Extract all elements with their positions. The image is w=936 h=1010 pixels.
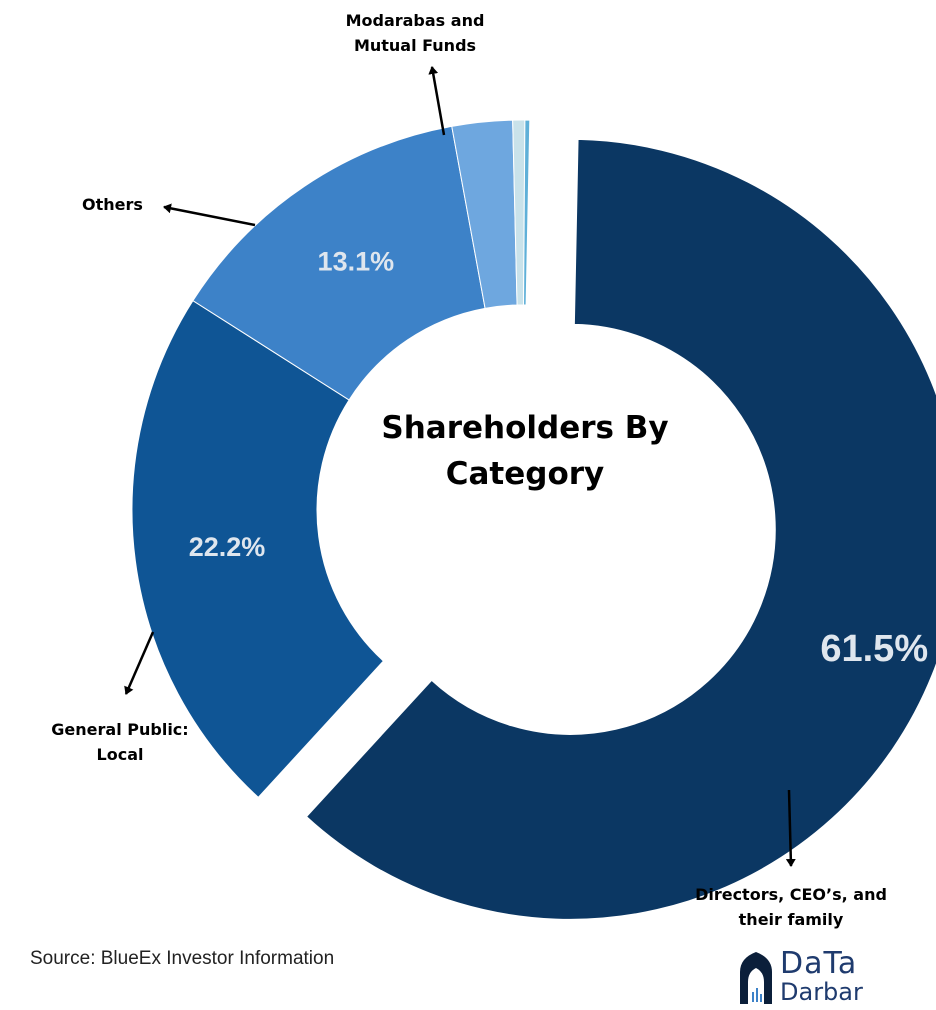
mosque-dome-icon — [740, 952, 772, 1004]
slice-value-label-0: 61.5% — [820, 628, 928, 670]
callout-arrows — [124, 66, 796, 867]
arrow-general-public — [124, 631, 155, 695]
slice-value-label-2: 13.1% — [318, 246, 395, 276]
arrow-directors — [785, 789, 796, 867]
label-others: Others — [82, 195, 143, 214]
label-general-public: General Public: Local — [51, 720, 189, 764]
logo-text-top: DaTa — [780, 946, 858, 981]
arrow-modarabas — [428, 66, 446, 136]
chart-title: Shareholders By Category — [381, 410, 669, 492]
arrow-others — [163, 203, 256, 227]
slice-value-label-1: 22.2% — [189, 532, 266, 562]
label-directors: Directors, CEO’s, and their family — [695, 885, 887, 929]
logo-text-bottom: Darbar — [780, 978, 863, 1006]
slice-value-labels: 61.5% 22.2% 13.1% — [189, 246, 928, 670]
label-modarabas: Modarabas and Mutual Funds — [345, 11, 485, 55]
slice-0 — [305, 138, 936, 920]
brand-logo: DaTa Darbar — [736, 946, 876, 1006]
slice-5 — [523, 119, 531, 306]
donut-slices — [131, 119, 936, 920]
source-note: Source: BlueEx Investor Information — [30, 948, 335, 969]
slice-1 — [131, 299, 385, 799]
